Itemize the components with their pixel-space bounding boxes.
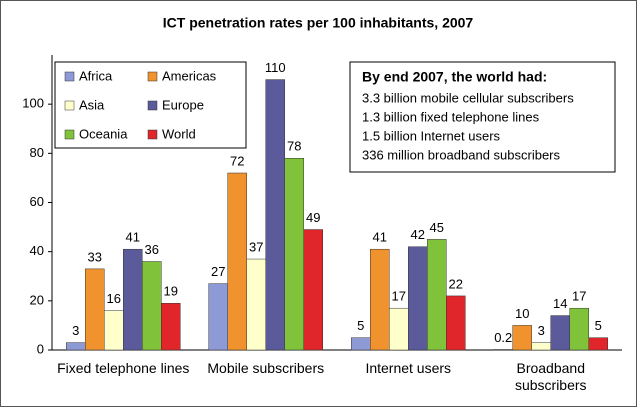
data-label: 22	[449, 276, 463, 291]
data-label: 33	[88, 249, 102, 264]
annotation-line: 3.3 billion mobile cellular subscribers	[362, 90, 574, 105]
legend-swatch	[147, 100, 158, 111]
y-tick-label: 40	[30, 243, 44, 258]
legend-swatch	[64, 71, 75, 82]
data-label: 110	[265, 60, 286, 75]
y-tick-label: 100	[22, 96, 44, 111]
legend-label: Europe	[162, 97, 204, 112]
data-label: 27	[211, 264, 225, 279]
data-label: 49	[306, 210, 320, 225]
y-tick-label: 0	[37, 341, 44, 356]
annotation-line: 1.3 billion fixed telephone lines	[362, 109, 540, 124]
annotation-title: By end 2007, the world had:	[362, 69, 547, 85]
bar	[303, 229, 323, 351]
bar	[531, 342, 551, 351]
bar	[408, 246, 428, 351]
bar	[370, 248, 390, 351]
chart-title: ICT penetration rates per 100 inhabitant…	[163, 15, 474, 31]
bar	[427, 239, 447, 351]
data-label: 41	[373, 230, 387, 245]
bar	[512, 325, 532, 351]
bar	[208, 283, 228, 351]
annotation-line: 336 million broadband subscribers	[362, 147, 561, 162]
data-label: 17	[572, 289, 586, 304]
data-label: 5	[357, 318, 364, 333]
data-label: 3	[538, 323, 545, 338]
data-label: 16	[107, 291, 121, 306]
bar	[550, 315, 570, 351]
data-label: 36	[145, 242, 159, 257]
y-tick-label: 80	[30, 145, 44, 160]
bar	[265, 79, 285, 351]
data-label: 42	[411, 227, 425, 242]
annotation-box	[349, 61, 616, 173]
annotation-line: 1.5 billion Internet users	[362, 128, 501, 143]
data-label: 10	[515, 306, 529, 321]
bar	[104, 310, 124, 351]
bar	[284, 158, 304, 351]
legend-label: Asia	[79, 97, 105, 112]
x-tick-label: Internet users	[365, 360, 452, 376]
legend-swatch	[64, 129, 75, 140]
bar	[123, 248, 143, 351]
bar	[85, 268, 105, 351]
data-label: 19	[164, 284, 178, 299]
bar	[351, 337, 371, 351]
bar	[142, 261, 162, 351]
legend-label: World	[162, 126, 196, 141]
data-label: 14	[553, 296, 567, 311]
bar	[446, 295, 466, 351]
x-tick-label: Fixed telephone lines	[57, 360, 190, 376]
legend-label: Africa	[79, 68, 113, 83]
legend-swatch	[147, 129, 158, 140]
data-label: 45	[430, 220, 444, 235]
bar	[246, 258, 266, 351]
legend-swatch	[147, 71, 158, 82]
bar	[66, 342, 86, 351]
data-label: 37	[249, 239, 263, 254]
legend-label: Oceania	[79, 126, 128, 141]
bar	[389, 307, 409, 351]
data-label: 72	[230, 153, 244, 168]
bar	[161, 303, 181, 351]
data-label: 5	[595, 318, 602, 333]
data-label: 41	[126, 230, 140, 245]
y-tick-label: 20	[30, 292, 44, 307]
x-tick-label: Mobile subscribers	[207, 360, 325, 376]
y-tick-label: 60	[30, 194, 44, 209]
bar	[588, 337, 608, 351]
data-label: 17	[392, 289, 406, 304]
data-label: 78	[287, 139, 301, 154]
legend-swatch	[64, 100, 75, 111]
data-label: 3	[72, 323, 79, 338]
bar	[227, 172, 247, 351]
legend-label: Americas	[162, 68, 217, 83]
bar	[569, 307, 589, 351]
x-tick-label: Broadband subscribers	[514, 360, 587, 393]
data-label: 0.2	[494, 330, 512, 345]
